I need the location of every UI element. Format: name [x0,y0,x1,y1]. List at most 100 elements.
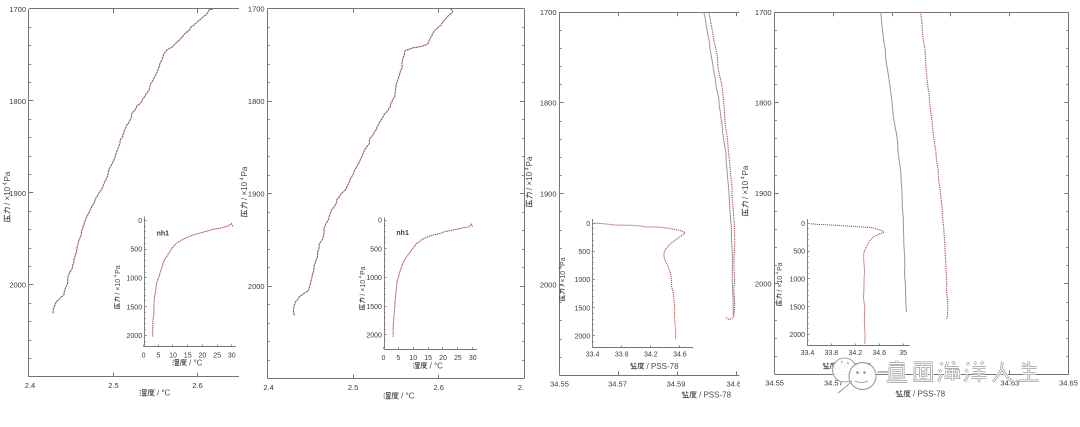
svg-text:30: 30 [228,352,236,359]
svg-text:/ ×10: / ×10 [115,279,122,295]
svg-text:/ ×10: / ×10 [3,186,12,205]
svg-text:500: 500 [578,249,590,256]
svg-text:2.5: 2.5 [348,383,358,392]
svg-text:/ °C: / °C [157,389,171,398]
svg-text:Pa: Pa [240,166,249,176]
svg-text:2.6: 2.6 [433,383,443,392]
svg-text:0: 0 [801,221,805,228]
svg-text:0: 0 [142,352,146,359]
svg-text:1500: 1500 [575,305,591,312]
svg-text:34.2: 34.2 [644,352,658,359]
svg-text:1700: 1700 [755,8,772,17]
svg-text:/ ×10: / ×10 [360,280,367,296]
svg-text:34.57: 34.57 [608,380,627,389]
svg-text:2.4: 2.4 [263,383,273,392]
svg-text:Pa: Pa [525,156,534,166]
svg-text:1700: 1700 [9,5,26,14]
svg-text:1900: 1900 [540,190,557,199]
svg-text:4: 4 [741,176,747,179]
svg-text:15: 15 [424,355,432,362]
svg-text:/ PSS-78: / PSS-78 [699,391,732,400]
svg-text:2000: 2000 [575,334,591,341]
svg-text:33.4: 33.4 [801,350,815,357]
svg-text:2000: 2000 [248,282,265,291]
svg-text:33.8: 33.8 [825,350,839,357]
svg-text:1700: 1700 [540,8,557,17]
svg-text:25: 25 [454,355,462,362]
svg-text:500: 500 [370,246,382,253]
svg-text:1000: 1000 [366,275,382,282]
svg-text:1500: 1500 [127,304,143,311]
svg-text:34.6: 34.6 [673,352,687,359]
svg-text:4: 4 [113,274,119,277]
svg-text:4: 4 [358,276,364,279]
svg-text:2000: 2000 [789,332,805,339]
svg-text:2000: 2000 [755,280,772,289]
svg-text:10: 10 [409,355,417,362]
svg-text:25: 25 [213,352,221,359]
svg-text:/ ×10: / ×10 [777,276,784,292]
svg-text:2.6: 2.6 [192,381,202,390]
svg-text:/ °C: / °C [189,359,203,368]
svg-text:nh1: nh1 [157,230,170,237]
svg-text:2000: 2000 [9,281,26,290]
svg-text:34.59: 34.59 [667,380,686,389]
svg-text:/ ×10: / ×10 [525,171,534,190]
svg-text:4: 4 [558,267,564,270]
svg-text:4: 4 [3,182,9,185]
svg-text:5: 5 [396,355,400,362]
svg-text:1800: 1800 [540,99,557,108]
svg-text:/ °C: / °C [401,392,415,401]
svg-text:20: 20 [439,355,447,362]
svg-text:34.63: 34.63 [1000,379,1019,388]
svg-text:10: 10 [169,352,177,359]
svg-text:0: 0 [378,218,382,225]
svg-text:2000: 2000 [540,280,557,289]
svg-text:/ ×10: / ×10 [560,271,567,287]
svg-text:1900: 1900 [755,189,772,198]
svg-text:4: 4 [240,177,246,180]
svg-text:Pa: Pa [360,266,367,275]
svg-text:1900: 1900 [248,190,265,199]
svg-text:1500: 1500 [789,304,805,311]
svg-text:2.4: 2.4 [25,381,35,390]
svg-text:1800: 1800 [755,98,772,107]
svg-text:/ ×10: / ×10 [240,181,249,200]
svg-text:1700: 1700 [248,4,265,13]
svg-text:5: 5 [156,352,160,359]
svg-text:/ PSS-78: / PSS-78 [913,390,946,399]
svg-text:34.2: 34.2 [848,350,862,357]
svg-text:Pa: Pa [777,262,784,271]
svg-text:1000: 1000 [575,277,591,284]
svg-text:0: 0 [586,221,590,228]
svg-text:0: 0 [138,218,142,225]
svg-text:34.61: 34.61 [727,380,746,389]
svg-text:/ °C: / °C [430,362,444,371]
svg-text:33.8: 33.8 [615,352,629,359]
svg-text:Pa: Pa [741,165,750,175]
svg-text:34.65: 34.65 [1059,379,1078,388]
svg-text:nh1: nh1 [396,230,409,237]
svg-text:15: 15 [184,352,192,359]
svg-text:1000: 1000 [127,276,143,283]
svg-text:34.55: 34.55 [765,379,784,388]
svg-text:Pa: Pa [3,171,12,181]
svg-text:500: 500 [130,247,142,254]
svg-text:1500: 1500 [366,304,382,311]
svg-text:2000: 2000 [127,333,143,340]
svg-text:4: 4 [525,167,531,170]
svg-text:34.55: 34.55 [550,380,569,389]
svg-text:Pa: Pa [560,257,567,266]
svg-text:4: 4 [775,272,781,275]
svg-text:1900: 1900 [9,189,26,198]
svg-text:500: 500 [793,249,805,256]
svg-text:34.57: 34.57 [824,379,843,388]
svg-text:0: 0 [381,355,385,362]
svg-text:33.4: 33.4 [586,352,600,359]
svg-text:35: 35 [899,350,907,357]
svg-text:30: 30 [469,355,477,362]
svg-text:34.6: 34.6 [872,350,886,357]
svg-text:2.: 2. [518,383,524,392]
svg-text:/ PSS-78: / PSS-78 [647,362,680,371]
svg-text:2000: 2000 [366,333,382,340]
